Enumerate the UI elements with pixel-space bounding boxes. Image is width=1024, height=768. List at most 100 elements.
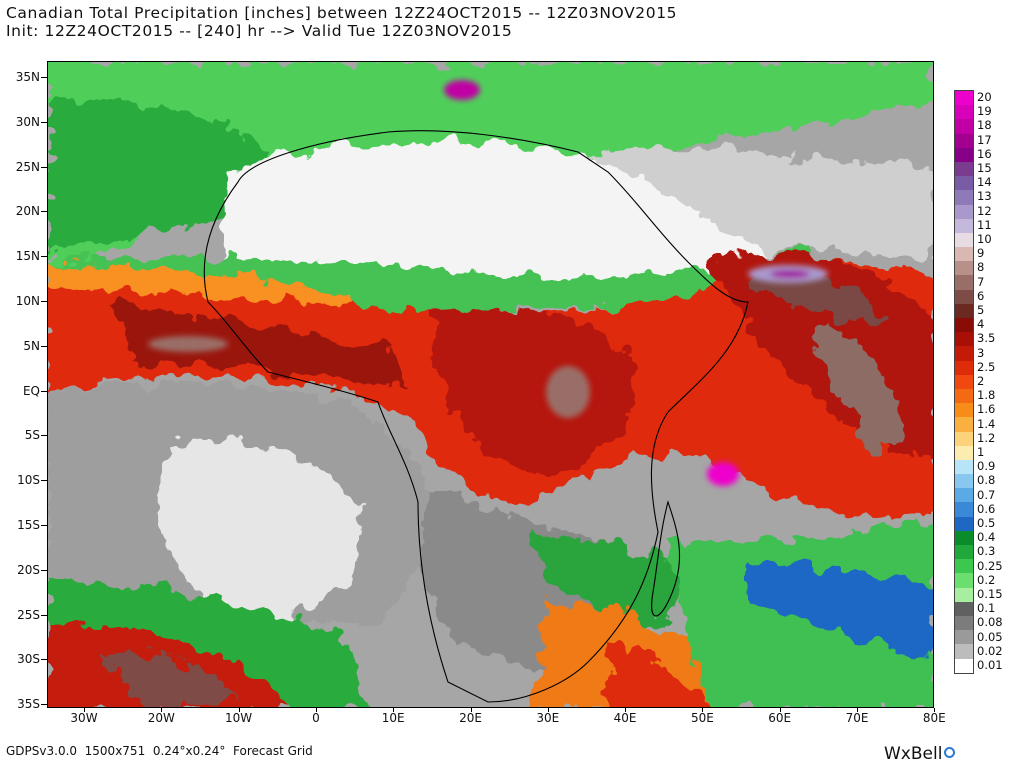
colorbar-swatch	[955, 644, 973, 658]
lat-tick-label: 20N	[4, 204, 40, 218]
brand-dot-icon	[944, 747, 955, 758]
colorbar-level-label: 2	[977, 375, 984, 388]
lat-tick-mark	[41, 122, 47, 123]
colorbar-level-label: 10	[977, 233, 992, 246]
colorbar-swatch	[955, 460, 973, 474]
lon-tick-label: 50E	[682, 711, 722, 725]
colorbar-swatch	[955, 559, 973, 573]
lat-tick-label: 15S	[4, 518, 40, 532]
colorbar-swatch	[955, 588, 973, 602]
colorbar-level-label: 0.5	[977, 517, 995, 530]
map-title-line2: Init: 12Z24OCT2015 -- [240] hr --> Valid…	[6, 22, 512, 40]
colorbar-level-label: 1.6	[977, 403, 995, 416]
colorbar-swatch	[955, 659, 973, 673]
colorbar-swatch	[955, 630, 973, 644]
colorbar-level-label: 19	[977, 105, 992, 118]
precipitation-colorbar	[954, 90, 974, 674]
colorbar-swatch	[955, 134, 973, 148]
colorbar-swatch	[955, 247, 973, 261]
colorbar-level-label: 3.5	[977, 332, 995, 345]
lat-tick-label: 5S	[4, 428, 40, 442]
lon-tick-mark	[625, 708, 626, 712]
lon-tick-label: 30E	[528, 711, 568, 725]
colorbar-level-label: 0.7	[977, 489, 995, 502]
colorbar-swatch	[955, 602, 973, 616]
colorbar-swatch	[955, 91, 973, 105]
lon-tick-mark	[548, 708, 549, 712]
lon-tick-mark	[471, 708, 472, 712]
precipitation-map	[47, 61, 934, 708]
colorbar-swatch	[955, 446, 973, 460]
colorbar-swatch	[955, 389, 973, 403]
colorbar-swatch	[955, 261, 973, 275]
colorbar-level-label: 1.2	[977, 432, 995, 445]
colorbar-level-label: 15	[977, 162, 992, 175]
colorbar-level-label: 0.1	[977, 602, 995, 615]
colorbar-swatch	[955, 346, 973, 360]
lon-tick-mark	[161, 708, 162, 712]
colorbar-swatch	[955, 517, 973, 531]
colorbar-swatch	[955, 219, 973, 233]
lat-tick-label: 20S	[4, 563, 40, 577]
colorbar-level-label: 7	[977, 276, 984, 289]
colorbar-level-label: 11	[977, 219, 992, 232]
lat-tick-label: 30N	[4, 115, 40, 129]
lon-tick-mark	[393, 708, 394, 712]
colorbar-level-label: 0.05	[977, 631, 1003, 644]
lat-tick-mark	[41, 256, 47, 257]
colorbar-level-label: 1.8	[977, 389, 995, 402]
precipitation-field	[48, 62, 934, 708]
colorbar-swatch	[955, 119, 973, 133]
colorbar-swatch	[955, 176, 973, 190]
lat-tick-label: 15N	[4, 249, 40, 263]
colorbar-level-label: 0.6	[977, 503, 995, 516]
colorbar-swatch	[955, 403, 973, 417]
colorbar-level-label: 13	[977, 190, 992, 203]
colorbar-level-label: 3	[977, 347, 984, 360]
colorbar-swatch	[955, 190, 973, 204]
colorbar-swatch	[955, 616, 973, 630]
lon-tick-label: 20W	[141, 711, 181, 725]
colorbar-level-label: 20	[977, 91, 992, 104]
lat-tick-label: 35N	[4, 70, 40, 84]
colorbar-level-label: 0.02	[977, 645, 1003, 658]
lat-tick-mark	[41, 301, 47, 302]
lat-tick-mark	[41, 167, 47, 168]
colorbar-swatch	[955, 290, 973, 304]
brand-logo: WxBell	[884, 744, 955, 764]
colorbar-swatch	[955, 502, 973, 516]
colorbar-level-label: 4	[977, 318, 984, 331]
colorbar-swatch	[955, 361, 973, 375]
lat-tick-label: 35S	[4, 697, 40, 711]
lon-tick-label: 70E	[837, 711, 877, 725]
colorbar-swatch	[955, 233, 973, 247]
lat-tick-mark	[41, 659, 47, 660]
lon-tick-mark	[84, 708, 85, 712]
lat-tick-mark	[41, 570, 47, 571]
colorbar-level-label: 6	[977, 290, 984, 303]
lat-tick-mark	[41, 435, 47, 436]
lon-tick-mark	[780, 708, 781, 712]
lat-tick-mark	[41, 704, 47, 705]
colorbar-level-label: 0.08	[977, 616, 1003, 629]
model-info-footer: GDPSv3.0.0 1500x751 0.24°x0.24° Forecast…	[6, 744, 313, 758]
colorbar-level-label: 0.3	[977, 545, 995, 558]
colorbar-level-label: 16	[977, 148, 992, 161]
colorbar-swatch	[955, 275, 973, 289]
lat-tick-label: 25N	[4, 160, 40, 174]
lon-tick-label: 10E	[373, 711, 413, 725]
lat-tick-label: 5N	[4, 339, 40, 353]
map-title-line1: Canadian Total Precipitation [inches] be…	[6, 4, 677, 22]
lat-tick-label: 10S	[4, 473, 40, 487]
lon-tick-mark	[702, 708, 703, 712]
colorbar-swatch	[955, 432, 973, 446]
colorbar-level-label: 12	[977, 205, 992, 218]
colorbar-swatch	[955, 162, 973, 176]
colorbar-level-label: 9	[977, 247, 984, 260]
colorbar-swatch	[955, 545, 973, 559]
colorbar-swatch	[955, 488, 973, 502]
lon-tick-label: 80E	[914, 711, 954, 725]
colorbar-level-label: 1.4	[977, 418, 995, 431]
lat-tick-label: 10N	[4, 294, 40, 308]
lon-tick-label: 0	[296, 711, 336, 725]
